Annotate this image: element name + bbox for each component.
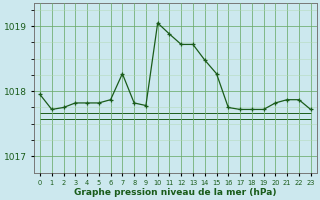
X-axis label: Graphe pression niveau de la mer (hPa): Graphe pression niveau de la mer (hPa): [74, 188, 276, 197]
